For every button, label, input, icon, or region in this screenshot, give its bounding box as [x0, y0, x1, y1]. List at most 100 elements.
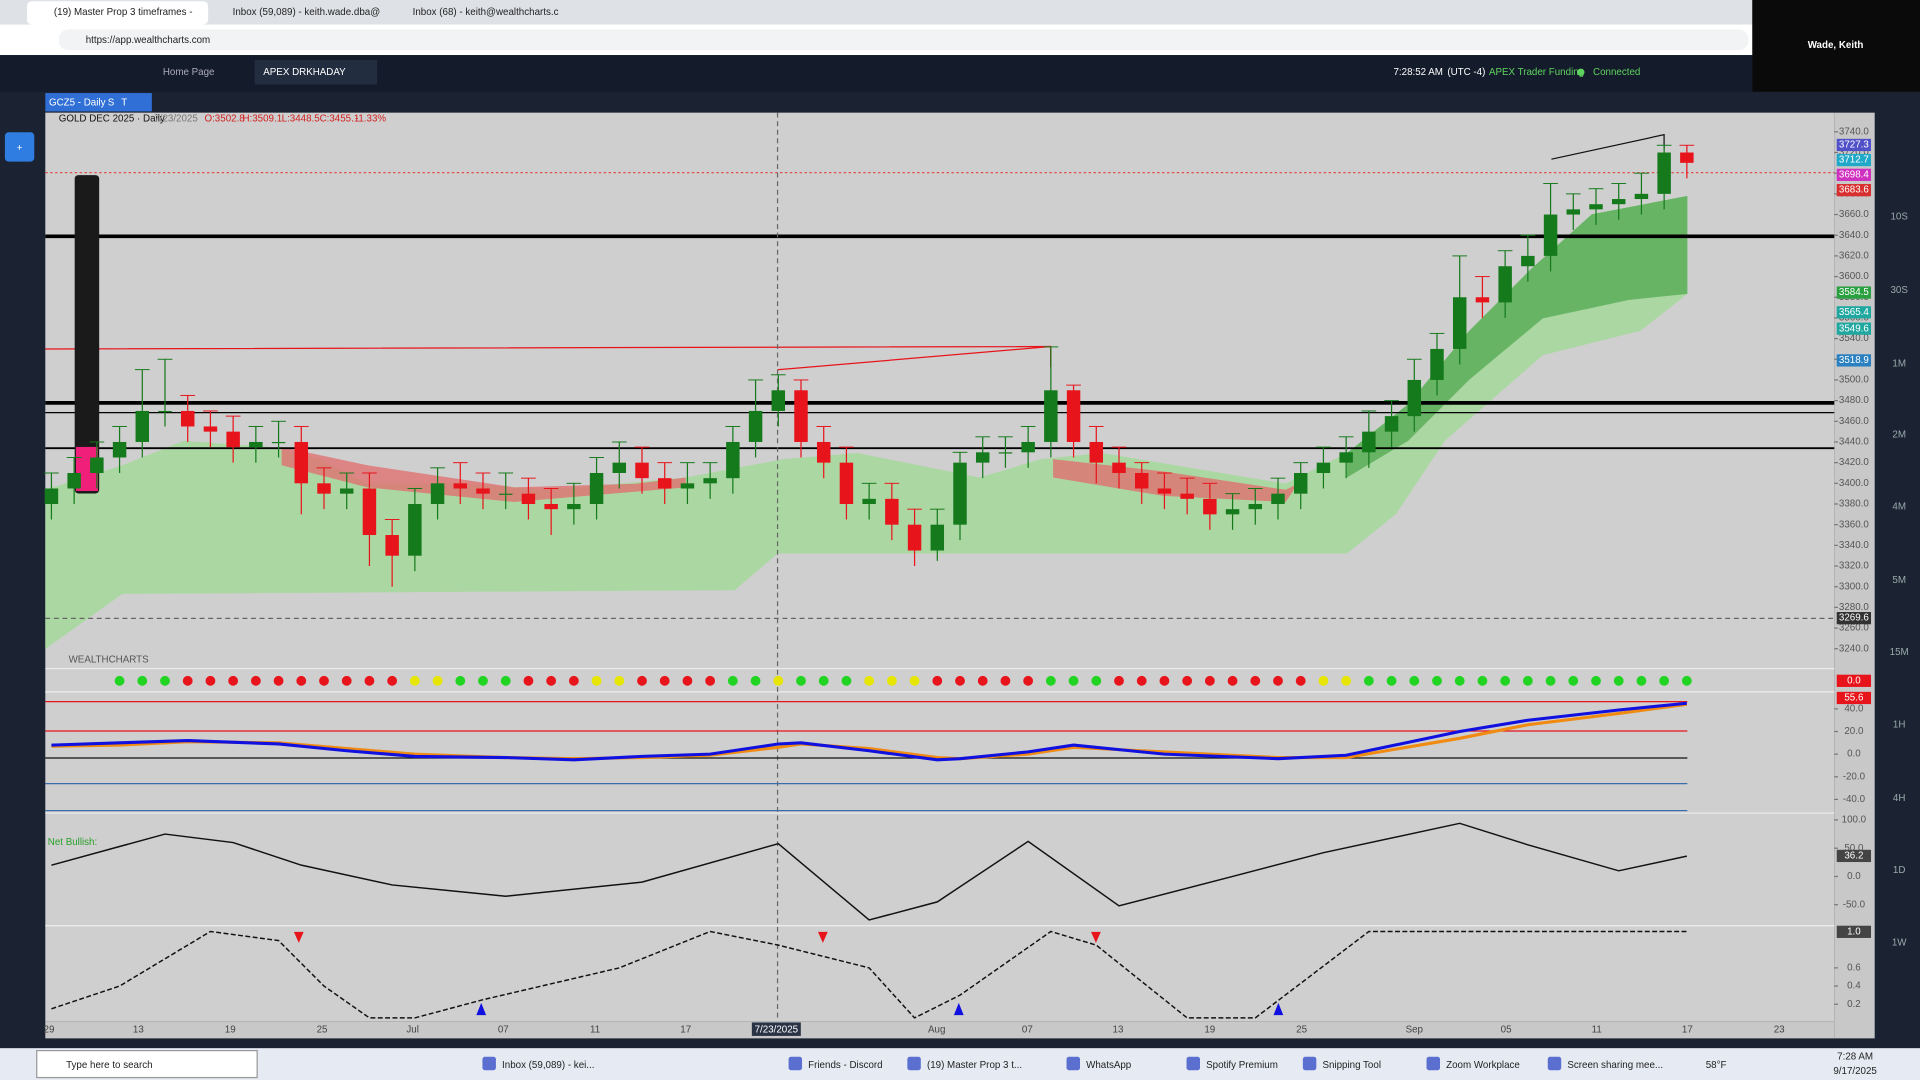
taskbar-icon[interactable] [1186, 1056, 1200, 1071]
candle-body [907, 524, 922, 551]
timeframe[interactable]: 4M [1892, 502, 1906, 513]
weather: 58°F [1706, 1060, 1727, 1071]
signal-dot [932, 675, 943, 686]
taskbar-icon[interactable] [1547, 1056, 1562, 1071]
taskbar-item[interactable]: Friends - Discord [808, 1060, 882, 1071]
timeframe[interactable]: 30S [1890, 285, 1908, 296]
x-tick-label: 17 [680, 1024, 691, 1035]
cloud [45, 195, 1688, 649]
timeframe[interactable]: 5M [1892, 575, 1906, 586]
y-tick-label: 3440.0 [1839, 437, 1869, 448]
signal-dot [296, 675, 307, 686]
taskbar-icon[interactable] [788, 1056, 803, 1071]
taskbar-item[interactable]: Snipping Tool [1322, 1060, 1381, 1071]
timeframe[interactable]: 15M [1890, 647, 1909, 658]
taskbar-item[interactable]: (19) Master Prop 3 t... [927, 1060, 1022, 1071]
timeframe[interactable]: 4H [1893, 793, 1906, 804]
candle-body [862, 498, 876, 505]
price-label: 3712.7 [1839, 155, 1869, 166]
chart-tab-badge[interactable]: S [108, 97, 115, 108]
tab-title[interactable]: Inbox (68) - keith@wealthcharts.c [413, 7, 559, 18]
y-tick-label: 50.0 [1844, 843, 1864, 854]
price-axis [1834, 112, 1875, 1039]
url-field[interactable] [58, 29, 1749, 51]
signal-dot [1091, 675, 1102, 686]
candle-body [408, 504, 422, 556]
taskbar-item[interactable]: Screen sharing mee... [1567, 1060, 1663, 1071]
candle-body [589, 472, 604, 505]
signal-dot [432, 675, 443, 686]
candle-body [1339, 452, 1353, 463]
candle-body [294, 441, 309, 484]
value-box [1836, 691, 1872, 705]
taskbar-item[interactable]: Inbox (59,089) - kei... [502, 1060, 594, 1071]
value-box-label: 0.0 [1847, 675, 1861, 686]
taskbar-icon[interactable] [1302, 1056, 1317, 1071]
signal-dot [1591, 675, 1601, 686]
value-box-label: 36.2 [1844, 851, 1863, 862]
y-tick-label: 3340.0 [1839, 540, 1869, 551]
taskbar-item[interactable]: WhatsApp [1086, 1060, 1132, 1071]
chart-tab-badge[interactable]: T [121, 97, 127, 108]
url[interactable]: https://app.wealthcharts.com [86, 35, 211, 46]
signal-dot [1341, 675, 1352, 686]
y-tick-label: 3300.0 [1839, 581, 1869, 592]
y-tick-label: -40.0 [1843, 794, 1866, 805]
signal-dot [114, 675, 125, 686]
timeframe[interactable]: 2M [1892, 429, 1906, 440]
signal-dot [773, 675, 784, 686]
y-tick-label: 3480.0 [1839, 395, 1869, 406]
drawing-toolbar [74, 175, 100, 494]
taskbar-item[interactable]: Zoom Workplace [1446, 1060, 1520, 1071]
tab-title[interactable]: Inbox (59,089) - keith.wade.dba@ [233, 7, 381, 18]
signal-dot [387, 675, 398, 686]
tab-title[interactable]: (19) Master Prop 3 timeframes - [54, 7, 193, 18]
taskbar-icon[interactable] [1426, 1056, 1440, 1071]
taskbar-icon[interactable] [1066, 1056, 1080, 1071]
app-tab-active[interactable] [254, 60, 378, 85]
price-label: 3683.6 [1839, 185, 1869, 196]
ohlc-change: -1.33% [355, 113, 386, 124]
candle-body [1066, 390, 1081, 442]
x-tick-label: 17 [1682, 1024, 1693, 1035]
candle-body [839, 462, 854, 505]
signal-dot [205, 675, 216, 686]
candle-body [657, 478, 672, 489]
timeframe[interactable]: 1M [1892, 358, 1906, 369]
candle-body [680, 483, 695, 489]
signal-dot [637, 675, 647, 686]
signal-dot [1636, 675, 1647, 686]
search-box[interactable] [36, 1050, 258, 1079]
tab-active[interactable] [26, 1, 209, 25]
account[interactable]: APEX Trader Funding [1489, 67, 1584, 78]
y-tick-label: 100.0 [1842, 815, 1867, 826]
timeframe[interactable]: 10S [1890, 211, 1908, 222]
add-button[interactable] [4, 132, 35, 162]
chart-tab[interactable] [45, 93, 152, 112]
candle-body [1543, 214, 1558, 256]
candle-body [816, 441, 831, 463]
taskbar-icon[interactable] [482, 1056, 496, 1071]
timeframe[interactable]: 1H [1893, 719, 1906, 730]
signal-dot [1318, 675, 1329, 686]
candle-body [1452, 297, 1467, 349]
signal-dot [228, 675, 239, 686]
timeframe[interactable]: 1W [1892, 937, 1907, 948]
timeframe[interactable]: 1D [1893, 865, 1906, 876]
taskbar-icon[interactable] [907, 1056, 921, 1071]
y-tick-label: 3640.0 [1839, 230, 1869, 241]
taskbar-item[interactable]: Spotify Premium [1206, 1060, 1278, 1071]
y-tick-label: -50.0 [1843, 899, 1866, 910]
candle-body [794, 390, 808, 442]
app-tab[interactable]: APEX DRKHADAY [263, 67, 346, 78]
series-line [51, 930, 1687, 1019]
candle-body [998, 452, 1013, 454]
app-tab[interactable]: Home Page [163, 67, 215, 78]
chart-tab-label[interactable]: GCZ5 - Daily [49, 97, 106, 108]
signal-dot [1613, 675, 1624, 686]
signal-dot [273, 675, 284, 686]
price-label-box [1836, 168, 1872, 181]
candle-body [1680, 152, 1694, 163]
search-text[interactable]: Type here to search [66, 1060, 152, 1071]
add-icon[interactable]: + [17, 143, 23, 154]
